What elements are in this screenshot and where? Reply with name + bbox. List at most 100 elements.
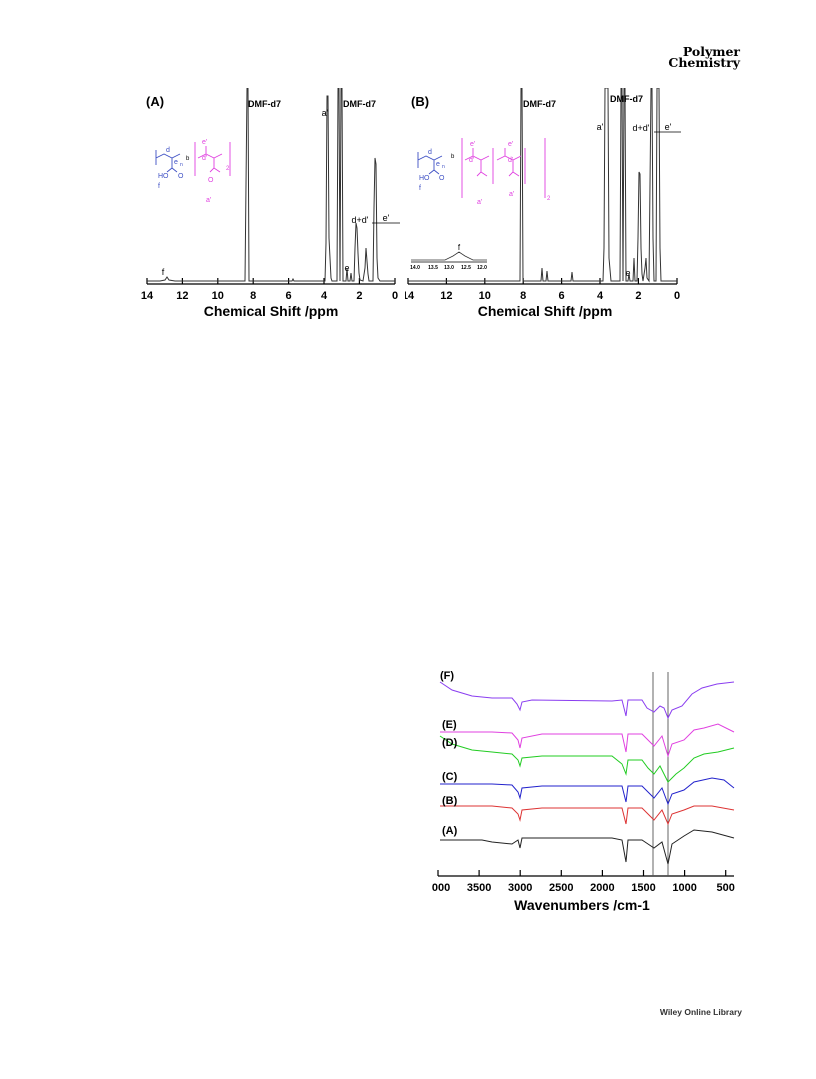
struct-label-e: e (436, 161, 440, 168)
struct-label-b: b (451, 154, 455, 160)
journal-name-line2: Chemistry (668, 55, 740, 70)
tick-label: 0 (392, 290, 398, 302)
ftir-series-f (439, 681, 735, 720)
struct-label-ho: HO (158, 173, 169, 180)
panel-label-a: (A) (146, 94, 164, 109)
inset-tick: 12.0 (477, 265, 487, 271)
journal-name-line1: Polymer (682, 44, 740, 59)
struct-label-d-prime-2: d' (508, 157, 513, 164)
peak-label-dd: d+d' (633, 123, 650, 133)
tick-label: 4 (321, 290, 328, 302)
struct-label-e-prime-2: e' (508, 141, 513, 148)
nmr-a-spectrum (147, 87, 395, 282)
ftir-series-d (439, 735, 735, 783)
struct-label-a-prime-2: a' (509, 191, 514, 198)
nmr-a-tick-labels: 14 12 10 8 6 4 2 0 (141, 290, 398, 302)
tick-label: 4 (597, 290, 604, 302)
peak-label-f: f (162, 267, 165, 277)
struct-label-n: n (180, 162, 183, 168)
struct-label-a-prime: a' (477, 199, 482, 206)
solvent-label-2: DMF-d7 (610, 94, 643, 104)
solvent-label-2: DMF-d7 (343, 99, 376, 109)
struct-label-sub2: 2 (547, 196, 551, 202)
tick-label: 3000 (508, 882, 532, 894)
inset-peak-label: f (458, 243, 461, 252)
tick-label: 1000 (672, 882, 696, 894)
solvent-label-1: DMF-d7 (248, 99, 281, 109)
tick-label: 6 (286, 290, 292, 302)
series-label-e: (E) (442, 719, 457, 731)
peak-label-e-prime: e' (383, 213, 390, 223)
ftir-reference-lines (652, 672, 669, 876)
nmr-b-svg: (B) a' e d+d' e' DMF-d7 DMF-d7 f 14.0 13 (402, 87, 681, 319)
peak-label-e: e (344, 263, 349, 273)
tick-label: 3500 (467, 882, 491, 894)
solvent-label-1: DMF-d7 (523, 99, 556, 109)
inset-tick: 13.5 (428, 265, 438, 271)
struct-label-e-prime: e' (470, 141, 475, 148)
struct-label-ho: HO (419, 175, 430, 182)
tick-label: 8 (250, 290, 256, 302)
peak-label-dd: d+d' (352, 215, 369, 225)
series-label-a: (A) (442, 825, 458, 837)
tick-label: 10 (479, 290, 491, 302)
tick-label: 2000 (590, 882, 614, 894)
ftir-tick-labels: 4000 3500 3000 2500 2000 1500 1000 500 (426, 882, 735, 894)
series-label-d: (D) (442, 737, 458, 749)
struct-label-sub2: 2 (226, 166, 230, 172)
series-label-f: (F) (440, 670, 454, 682)
inset-tick: 14.0 (410, 265, 420, 271)
tick-label: 1500 (631, 882, 655, 894)
nmr-a-xlabel: Chemical Shift /ppm (204, 303, 339, 319)
tick-label: 12 (176, 290, 188, 302)
struct-label-n: n (442, 164, 445, 170)
ftir-series-a (440, 829, 735, 865)
tick-label: 10 (212, 290, 224, 302)
tick-label: 0 (674, 290, 680, 302)
peak-label-e-prime: e' (665, 122, 672, 132)
tick-label: 2 (635, 290, 641, 302)
struct-label-o: O (178, 173, 184, 180)
series-label-b: (B) (442, 795, 458, 807)
inset-tick: 13.0 (444, 265, 454, 271)
ftir-svg: (F) (E) (D) (C) (B) (A) 4000 3500 3000 2… (426, 670, 735, 913)
tick-label: 6 (559, 290, 565, 302)
struct-label-e: e (174, 159, 178, 166)
struct-label-b: b (186, 156, 190, 162)
series-label-c: (C) (442, 771, 458, 783)
nmr-a-svg: (A) f a' e d+d' e' DMF-d7 DMF-d7 14 12 1… (141, 87, 400, 319)
tick-label: 8 (520, 290, 526, 302)
tick-label: 4000 (432, 882, 450, 894)
ftir-series-e (440, 723, 735, 758)
footer-publisher: Wiley Online Library (659, 1007, 742, 1017)
struct-label-e-prime: e' (202, 139, 207, 146)
struct-label-o2: O (208, 177, 214, 184)
struct-label-d: d (166, 147, 170, 154)
nmr-b-xlabel: Chemical Shift /ppm (478, 303, 613, 319)
tick-label: 2500 (549, 882, 573, 894)
struct-label-d-prime: d' (202, 155, 207, 162)
tick-label: 500 (717, 882, 735, 894)
peak-label-a-prime: a' (322, 108, 329, 118)
nmr-b-spectrum (408, 87, 677, 283)
tick-label: 12 (440, 290, 452, 302)
peak-label-e: e (625, 268, 630, 278)
tick-label: 2 (356, 290, 362, 302)
ftir-series-b (440, 805, 735, 826)
struct-label-a-prime: a' (206, 197, 211, 204)
struct-label-f: f (419, 185, 421, 192)
peak-label-a-prime: a' (597, 122, 604, 132)
panel-label-b: (B) (411, 94, 429, 109)
nmr-b-inset: f 14.0 13.5 13.0 12.5 12.0 (410, 243, 487, 271)
struct-label-o: O (439, 175, 445, 182)
tick-label: 14 (141, 290, 154, 302)
nmr-panel-a: (A) f a' e d+d' e' DMF-d7 DMF-d7 14 12 1… (140, 87, 402, 325)
ftir-xlabel: Wavenumbers /cm-1 (514, 897, 650, 913)
journal-name: Polymer Chemistry (668, 44, 740, 70)
struct-label-d-prime: d' (469, 157, 474, 164)
nmr-b-tick-labels: 14 12 10 8 6 4 2 0 (402, 290, 680, 302)
nmr-panel-b: (B) a' e d+d' e' DMF-d7 DMF-d7 f 14.0 13 (402, 87, 685, 325)
inset-tick: 12.5 (461, 265, 471, 271)
structure-b: d e n b HO O f e' d' a' e' d' a' 2 (417, 138, 551, 206)
struct-label-f: f (158, 183, 160, 190)
